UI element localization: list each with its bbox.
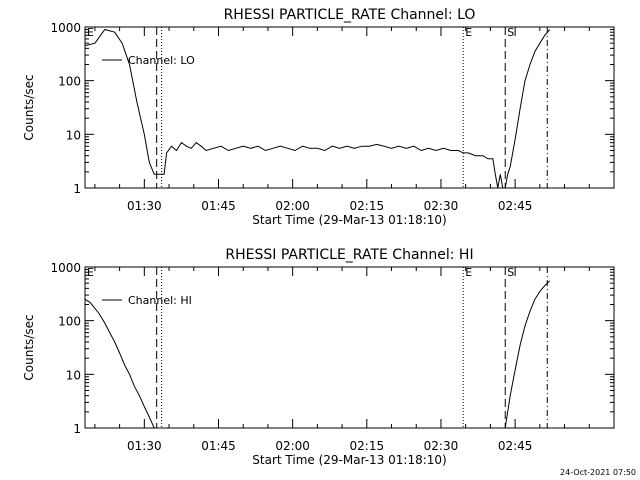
- event-marker-label: E: [465, 26, 472, 39]
- x-tick-label: 02:00: [275, 439, 310, 453]
- y-axis-label: Counts/sec: [22, 314, 36, 380]
- event-marker-label: S: [507, 26, 514, 39]
- y-tick-label: 1000: [50, 261, 81, 275]
- event-marker-label: E: [87, 266, 94, 279]
- legend-label: Channel: LO: [128, 54, 195, 67]
- y-tick-label: 1: [73, 182, 81, 196]
- x-axis-label: Start Time (29-Mar-13 01:18:10): [252, 213, 446, 227]
- x-tick-label: 02:15: [350, 199, 385, 213]
- plot-frame: [84, 26, 615, 189]
- series-line: [84, 280, 551, 429]
- plot-frame: [84, 266, 615, 429]
- y-axis-label: Counts/sec: [22, 74, 36, 140]
- chart-title: RHESSI PARTICLE_RATE Channel: HI: [225, 247, 473, 263]
- y-tick-label: 100: [58, 315, 81, 329]
- chart-panel-hi: RHESSI PARTICLE_RATE Channel: HI 1 10 100 10…: [22, 247, 615, 467]
- chart-title: RHESSI PARTICLE_RATE Channel: LO: [224, 7, 476, 23]
- x-tick-label: 01:45: [201, 199, 236, 213]
- y-tick-label: 10: [66, 128, 81, 142]
- x-tick-label: 01:30: [127, 199, 162, 213]
- x-axis-label: Start Time (29-Mar-13 01:18:10): [252, 453, 446, 467]
- event-marker-label: E: [465, 266, 472, 279]
- y-tick-label: 1000: [50, 21, 81, 35]
- y-tick-label: 1: [73, 422, 81, 436]
- event-marker-label: E: [87, 26, 94, 39]
- x-tick-label: 02:45: [498, 199, 533, 213]
- footer-timestamp: 24-Oct-2021 07:50: [560, 468, 636, 477]
- x-tick-label: 02:30: [424, 199, 459, 213]
- x-tick-label: 01:45: [201, 439, 236, 453]
- legend-label: Channel: HI: [128, 294, 192, 307]
- y-tick-label: 10: [66, 368, 81, 382]
- x-tick-label: 02:30: [424, 439, 459, 453]
- x-tick-label: 02:00: [275, 199, 310, 213]
- event-marker-label: S: [507, 266, 514, 279]
- chart-panel-lo: RHESSI PARTICLE_RATE Channel: LO 1 10 100 10…: [22, 7, 615, 227]
- x-tick-label: 02:45: [498, 439, 533, 453]
- x-tick-label: 02:15: [350, 439, 385, 453]
- x-tick-label: 01:30: [127, 439, 162, 453]
- series-line: [84, 28, 551, 189]
- y-tick-label: 100: [58, 75, 81, 89]
